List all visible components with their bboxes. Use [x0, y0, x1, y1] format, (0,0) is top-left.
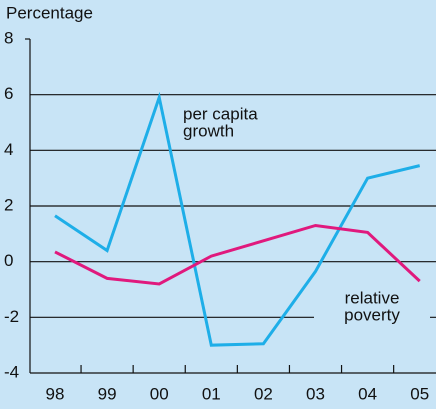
y-tick-label: -2 — [4, 307, 19, 326]
series-line — [54, 223, 421, 286]
x-tick-label: 00 — [150, 384, 169, 403]
y-tick-label: -4 — [4, 362, 19, 381]
annotation: per capita — [183, 104, 258, 123]
y-tick-label: 4 — [4, 140, 13, 159]
x-tick-label: 03 — [306, 384, 325, 403]
label-background — [314, 287, 430, 329]
x-tick-label: 01 — [202, 384, 221, 403]
annotation: growth — [183, 121, 234, 140]
annotation: poverty — [344, 305, 400, 324]
y-tick-label: 2 — [4, 195, 13, 214]
y-tick-label: 6 — [4, 84, 13, 103]
x-tick-label: 05 — [410, 384, 429, 403]
x-tick-label: 99 — [98, 384, 117, 403]
x-tick-label: 98 — [46, 384, 65, 403]
x-tick-label: 04 — [358, 384, 377, 403]
y-axis-label: Percentage — [6, 3, 93, 22]
y-tick-label: 0 — [4, 251, 13, 270]
annotation: relative — [345, 288, 400, 307]
series-line — [54, 91, 421, 347]
x-tick-label: 02 — [254, 384, 273, 403]
y-tick-label: 8 — [4, 28, 13, 47]
